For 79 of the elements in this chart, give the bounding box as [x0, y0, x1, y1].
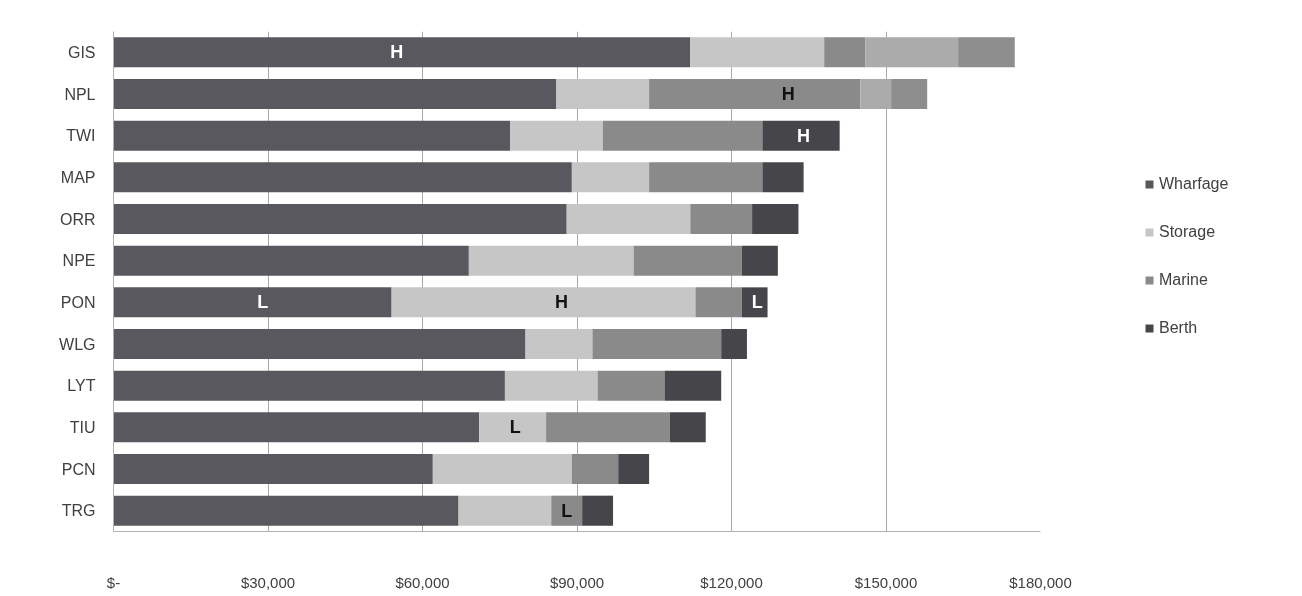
bar	[113, 370, 505, 401]
bar	[721, 329, 747, 359]
bar	[618, 454, 650, 484]
bar	[113, 412, 480, 443]
y-tick-label: TWI	[66, 127, 96, 145]
bar	[113, 454, 433, 484]
x-tick-label: $150,000	[854, 573, 918, 591]
annotation: H	[797, 125, 811, 146]
x-tick-label: $120,000	[700, 573, 763, 591]
bar	[571, 162, 650, 193]
annotation: H	[390, 42, 404, 63]
annotation: H	[781, 84, 795, 104]
bar	[113, 79, 557, 109]
bar	[113, 245, 469, 276]
x-tick-label: $90,000	[549, 573, 605, 591]
bar	[546, 412, 670, 443]
bar	[479, 412, 547, 443]
legend-label: Berth	[1159, 319, 1198, 337]
bar	[525, 329, 593, 359]
bar	[113, 329, 526, 359]
annotation: L	[509, 417, 521, 438]
bar	[571, 454, 619, 484]
y-tick-label: NPL	[64, 85, 96, 103]
legend-label: Marine	[1159, 271, 1208, 289]
bar	[741, 287, 768, 318]
bar	[113, 162, 572, 193]
annotation: L	[561, 500, 573, 521]
bar	[556, 79, 650, 109]
bar	[762, 162, 804, 193]
bar	[504, 370, 598, 401]
x-tick-label: $60,000	[395, 573, 450, 591]
bar	[566, 204, 691, 234]
y-tick-label: PON	[60, 293, 96, 311]
y-tick-label: WLG	[59, 335, 96, 353]
x-tick-label: $30,000	[240, 573, 296, 591]
annotation: H	[555, 292, 569, 313]
bar	[582, 495, 614, 526]
annotation: L	[257, 292, 269, 313]
y-tick-label: TIU	[69, 418, 96, 436]
bar	[690, 37, 825, 68]
legend-label: Storage	[1159, 223, 1216, 241]
bar	[551, 495, 583, 526]
bar	[113, 120, 511, 151]
y-tick-label: LYT	[67, 377, 96, 395]
annotation: L	[751, 292, 763, 313]
y-tick-label: TRG	[61, 502, 96, 520]
legend-label: Wharfage	[1159, 175, 1229, 193]
bar	[113, 204, 567, 234]
bar	[669, 412, 706, 443]
x-tick-label: $180,000	[1009, 573, 1072, 591]
y-tick-label: PCN	[61, 460, 96, 478]
y-tick-label: NPE	[62, 252, 96, 270]
bar	[752, 204, 799, 234]
bar	[113, 495, 459, 526]
bar	[602, 120, 763, 151]
bar	[113, 37, 691, 68]
bar	[458, 495, 552, 526]
bar	[649, 79, 861, 109]
bar	[592, 329, 722, 359]
bar	[432, 454, 572, 484]
bar	[690, 204, 753, 234]
bar	[891, 79, 928, 109]
bar	[597, 370, 665, 401]
y-tick-label: MAP	[60, 168, 96, 186]
y-tick-label: ORR	[59, 210, 96, 228]
bar	[695, 287, 742, 318]
bar	[824, 37, 866, 68]
bar	[468, 245, 634, 276]
bar	[510, 120, 603, 151]
bar	[113, 287, 392, 318]
bar	[633, 245, 742, 276]
x-tick-label: $-	[106, 573, 121, 591]
bar	[762, 120, 840, 151]
bar	[958, 37, 1015, 68]
bar	[391, 287, 696, 318]
bar	[649, 162, 763, 193]
y-tick-label: GIS	[67, 43, 96, 61]
bar	[664, 370, 722, 401]
bar	[741, 245, 778, 276]
